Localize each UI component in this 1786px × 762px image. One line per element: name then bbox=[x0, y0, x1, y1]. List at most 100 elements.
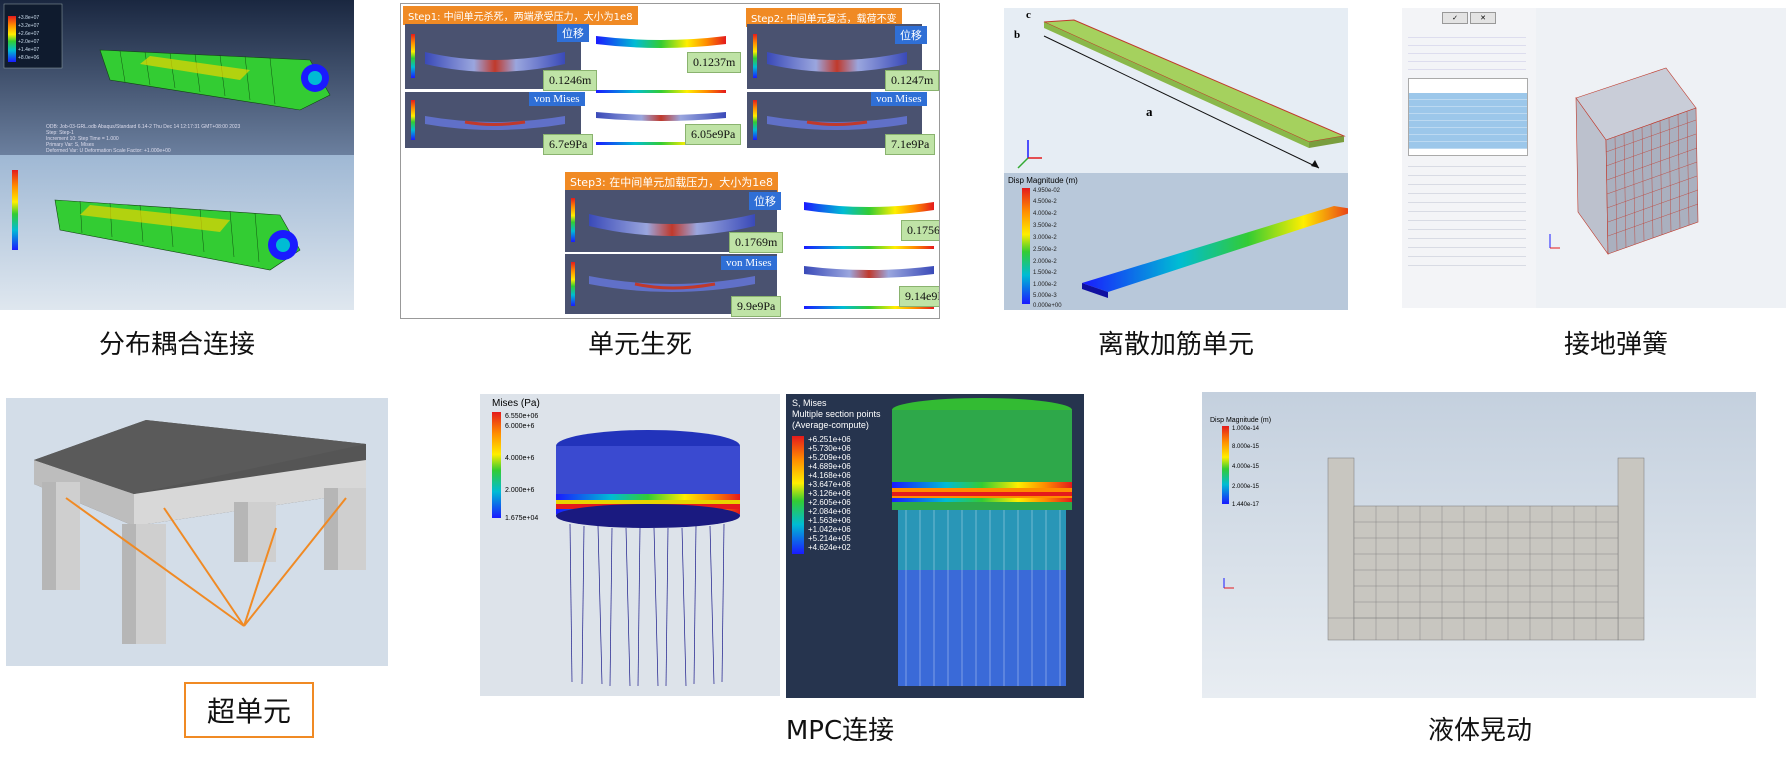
val-step1-disp: 0.1246m bbox=[543, 70, 598, 91]
tag-disp-3: 位移 bbox=[749, 192, 781, 210]
dim-b-label: b bbox=[1014, 29, 1020, 41]
svg-text:+5.730e+06: +5.730e+06 bbox=[808, 444, 851, 453]
cancel-button[interactable]: ✕ bbox=[1470, 12, 1496, 24]
svg-text:2.000e-2: 2.000e-2 bbox=[1033, 259, 1057, 265]
panel-superelement bbox=[6, 398, 388, 666]
tag-disp-1: 位移 bbox=[557, 24, 589, 42]
panel-mpc-right: S, Mises Multiple section points (Averag… bbox=[786, 394, 1084, 698]
svg-text:4.500e-2: 4.500e-2 bbox=[1033, 199, 1057, 205]
svg-text:2.000e-15: 2.000e-15 bbox=[1232, 484, 1260, 490]
svg-text:+5.214e+05: +5.214e+05 bbox=[808, 534, 851, 543]
dim-c-label: c bbox=[1026, 9, 1031, 21]
svg-text:1.500e-2: 1.500e-2 bbox=[1033, 270, 1057, 276]
tag-mises-1: von Mises bbox=[529, 92, 585, 106]
svg-text:+2.605e+06: +2.605e+06 bbox=[808, 498, 851, 507]
panel-mpc-left: Mises (Pa) 6.550e+06 6.000e+6 4.000e+6 2… bbox=[480, 394, 780, 696]
stiffener-viewport: a b c Disp Magnitude (m) 4.950e-02 4.500… bbox=[1004, 8, 1348, 310]
step3-label: Step3: 在中间单元加载压力，大小为1e8 bbox=[565, 172, 779, 192]
cube-viewport bbox=[1536, 8, 1786, 308]
svg-text:+3.8e+07: +3.8e+07 bbox=[18, 15, 39, 21]
panel-liquid-sloshing: Disp Magnitude (m) 1.000e-14 8.000e-15 4… bbox=[1202, 392, 1756, 698]
svg-text:3.000e-2: 3.000e-2 bbox=[1033, 235, 1057, 241]
caption-distributed-coupling: 分布耦合连接 bbox=[98, 330, 255, 360]
spring-dof-fields[interactable] bbox=[1408, 158, 1526, 268]
svg-text:1.440e-17: 1.440e-17 bbox=[1232, 502, 1260, 508]
svg-text:1.000e-14: 1.000e-14 bbox=[1232, 426, 1260, 432]
svg-text:+1.4e+07: +1.4e+07 bbox=[18, 47, 39, 53]
mpc-right-viewport: S, Mises Multiple section points (Averag… bbox=[792, 398, 1072, 686]
svg-text:Disp Magnitude (m): Disp Magnitude (m) bbox=[1210, 417, 1271, 424]
tag-disp-2: 位移 bbox=[895, 26, 927, 44]
val-step2-disp: 0.1247m bbox=[885, 70, 939, 91]
svg-text:3.500e-2: 3.500e-2 bbox=[1033, 223, 1057, 229]
svg-text:+4.689e+06: +4.689e+06 bbox=[808, 462, 851, 471]
coupling-viewport: +3.8e+07 +3.2e+07 +2.6e+07 +2.0e+07 +1.4e+0… bbox=[0, 0, 354, 310]
svg-text:(Average-compute): (Average-compute) bbox=[792, 420, 869, 430]
svg-text:Primary Var: S, Mises: Primary Var: S, Mises bbox=[46, 142, 94, 148]
panel-discrete-stiffener: a b c Disp Magnitude (m) 4.950e-02 4.500… bbox=[1004, 8, 1348, 310]
svg-text:+4.168e+06: +4.168e+06 bbox=[808, 471, 851, 480]
svg-text:Deformed Var: U Deformation: Deformed Var: U Deformation Scale Factor… bbox=[46, 148, 171, 154]
svg-text:+2.084e+06: +2.084e+06 bbox=[808, 507, 851, 516]
val-step1-mises-side: 6.05e9Pa bbox=[685, 124, 742, 145]
svg-text:4.000e-15: 4.000e-15 bbox=[1232, 464, 1260, 470]
step1-label: Step1: 中间单元杀死，两端承受压力，大小为1e8 bbox=[403, 6, 638, 25]
caption-superelement: 超单元 bbox=[206, 695, 291, 728]
svg-text:S, Mises: S, Mises bbox=[792, 398, 827, 408]
svg-text:Multiple section points: Multiple section points bbox=[792, 409, 881, 419]
svg-text:4.000e+6: 4.000e+6 bbox=[505, 455, 534, 462]
svg-text:+1.563e+06: +1.563e+06 bbox=[808, 516, 851, 525]
superelement-callout: 超单元 bbox=[184, 682, 314, 738]
svg-text:+6.251e+06: +6.251e+06 bbox=[808, 435, 851, 444]
sloshing-viewport: Disp Magnitude (m) 1.000e-14 8.000e-15 4… bbox=[1202, 392, 1756, 698]
node-list[interactable] bbox=[1408, 78, 1528, 156]
svg-text:6.000e+6: 6.000e+6 bbox=[505, 423, 534, 430]
svg-text:1.675e+04: 1.675e+04 bbox=[505, 515, 538, 522]
caption-element-birth-death: 单元生死 bbox=[587, 330, 692, 360]
svg-text:2.000e+6: 2.000e+6 bbox=[505, 487, 534, 494]
svg-text:Increment 10: Step Time = 1.00: Increment 10: Step Time = 1.000 bbox=[46, 136, 119, 142]
step1-side-beams bbox=[596, 36, 726, 145]
svg-text:1.000e-2: 1.000e-2 bbox=[1033, 282, 1057, 288]
odb-info: ODB: Job-03-GRL.odb Abaqus/Standard 6.14… bbox=[46, 124, 241, 154]
svg-text:8.000e-15: 8.000e-15 bbox=[1232, 444, 1260, 450]
val-step3-disp: 0.1769m bbox=[729, 232, 784, 253]
caption-liquid-sloshing: 液体晃动 bbox=[1427, 716, 1532, 746]
svg-text:+1.042e+06: +1.042e+06 bbox=[808, 525, 851, 534]
svg-text:+8.0e+06: +8.0e+06 bbox=[18, 55, 39, 61]
p3-legend-title: Disp Magnitude (m) bbox=[1008, 176, 1078, 185]
svg-text:6.550e+06: 6.550e+06 bbox=[505, 413, 538, 420]
caption-discrete-stiffener: 离散加筋单元 bbox=[1097, 330, 1254, 360]
panel-grounded-spring: ✓ ✕ bbox=[1402, 8, 1786, 308]
panel-distributed-coupling: +3.8e+07 +3.2e+07 +2.6e+07 +2.0e+07 +1.4e+0… bbox=[0, 0, 354, 310]
caption-grounded-spring: 接地弹簧 bbox=[1563, 330, 1668, 360]
step3-side-beams bbox=[804, 202, 934, 309]
svg-text:4.000e-2: 4.000e-2 bbox=[1033, 211, 1057, 217]
ok-button[interactable]: ✓ bbox=[1442, 12, 1468, 24]
val-step3-mises: 9.9e9Pa bbox=[731, 296, 782, 317]
svg-text:+4.624e+02: +4.624e+02 bbox=[808, 543, 851, 552]
step2-label: Step2: 中间单元复活，载荷不变 bbox=[746, 8, 902, 27]
svg-text:+2.6e+07: +2.6e+07 bbox=[18, 31, 39, 37]
val-step3-mises-side: 9.14e9I bbox=[899, 286, 939, 307]
caption-mpc: MPC连接 bbox=[785, 716, 895, 746]
table-viewport bbox=[6, 398, 388, 666]
val-step1-mises: 6.7e9Pa bbox=[543, 134, 594, 155]
tag-mises-2: von Mises bbox=[871, 92, 927, 106]
tag-mises-3: von Mises bbox=[721, 256, 777, 270]
property-dialog: ✓ ✕ bbox=[1402, 8, 1537, 308]
dialog-header-fields bbox=[1408, 30, 1526, 70]
val-step3-disp-side: 0.1756 bbox=[901, 220, 939, 241]
val-step2-mises: 7.1e9Pa bbox=[885, 134, 936, 155]
svg-text:2.500e-2: 2.500e-2 bbox=[1033, 247, 1057, 253]
svg-text:+2.0e+07: +2.0e+07 bbox=[18, 39, 39, 45]
svg-text:+3.2e+07: +3.2e+07 bbox=[18, 23, 39, 29]
svg-text:+5.209e+06: +5.209e+06 bbox=[808, 453, 851, 462]
val-step1-disp-side: 0.1237m bbox=[687, 52, 742, 73]
svg-text:5.000e-3: 5.000e-3 bbox=[1033, 293, 1057, 299]
panel-element-birth-death: Step1: 中间单元杀死，两端承受压力，大小为1e8 Step2: 中间单元复… bbox=[400, 3, 940, 319]
svg-text:+3.126e+06: +3.126e+06 bbox=[808, 489, 851, 498]
mpc-left-viewport: Mises (Pa) 6.550e+06 6.000e+6 4.000e+6 2… bbox=[492, 398, 740, 687]
svg-text:Step: Step-1: Step: Step-1 bbox=[46, 130, 74, 136]
svg-text:Mises (Pa): Mises (Pa) bbox=[492, 398, 540, 409]
